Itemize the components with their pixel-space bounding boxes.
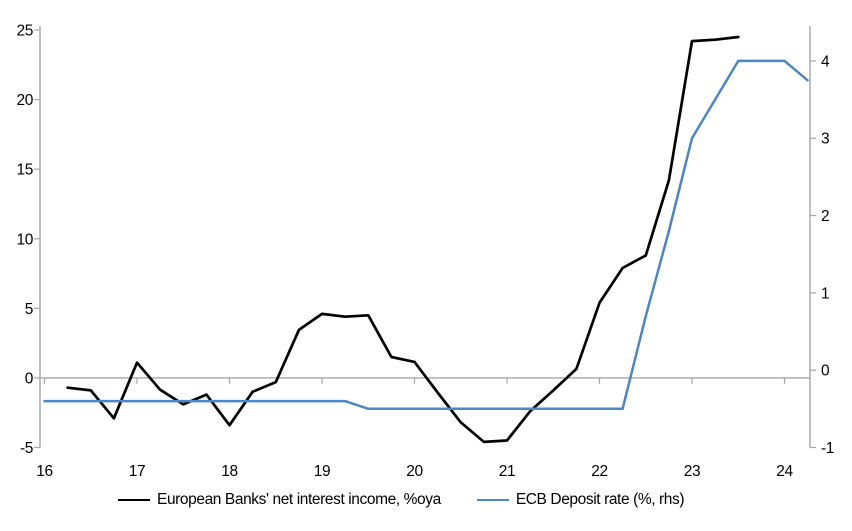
x-axis-tick-label: 16 (36, 463, 52, 480)
left-axis-tick-label: 15 (17, 162, 33, 179)
right-axis-tick-label: 1 (821, 285, 829, 302)
left-axis-tick-label: 25 (17, 23, 33, 40)
x-axis-tick-label: 24 (776, 463, 793, 480)
legend-item-net-interest-income: European Banks' net interest income, %oy… (118, 491, 441, 509)
legend-label-ecb-deposit-rate: ECB Deposit rate (%, rhs) (515, 491, 685, 508)
x-axis-tick-label: 17 (129, 463, 145, 480)
x-axis-tick-label: 18 (221, 463, 237, 480)
black-line-swatch (118, 499, 150, 501)
blue-line-swatch (476, 499, 509, 501)
left-axis-tick-label: 20 (17, 92, 34, 109)
right-axis-tick-label: -1 (821, 440, 834, 457)
right-axis-tick-label: 2 (821, 208, 829, 225)
legend-item-ecb-deposit-rate: ECB Deposit rate (%, rhs) (476, 491, 685, 509)
series-line-1 (43, 59, 809, 411)
x-axis-tick-label: 22 (591, 463, 607, 480)
right-axis-tick-label: 3 (821, 131, 829, 148)
right-axis-tick-label: 0 (821, 363, 830, 380)
series-line-0 (66, 35, 740, 444)
right-axis-tick-label: 4 (821, 53, 830, 70)
x-axis-tick-label: 21 (499, 463, 515, 480)
x-axis-tick-label: 19 (314, 463, 330, 480)
left-axis-tick-label: 0 (25, 370, 34, 387)
legend-label-net-interest-income: European Banks' net interest income, %oy… (157, 491, 441, 508)
x-axis-tick-label: 20 (406, 463, 423, 480)
x-axis-tick-label: 23 (684, 463, 700, 480)
left-axis-tick-label: -5 (20, 440, 33, 457)
left-axis-tick-label: 10 (17, 231, 34, 248)
left-axis-tick-label: 5 (25, 301, 33, 318)
chart-legend: European Banks' net interest income, %oy… (118, 491, 685, 509)
